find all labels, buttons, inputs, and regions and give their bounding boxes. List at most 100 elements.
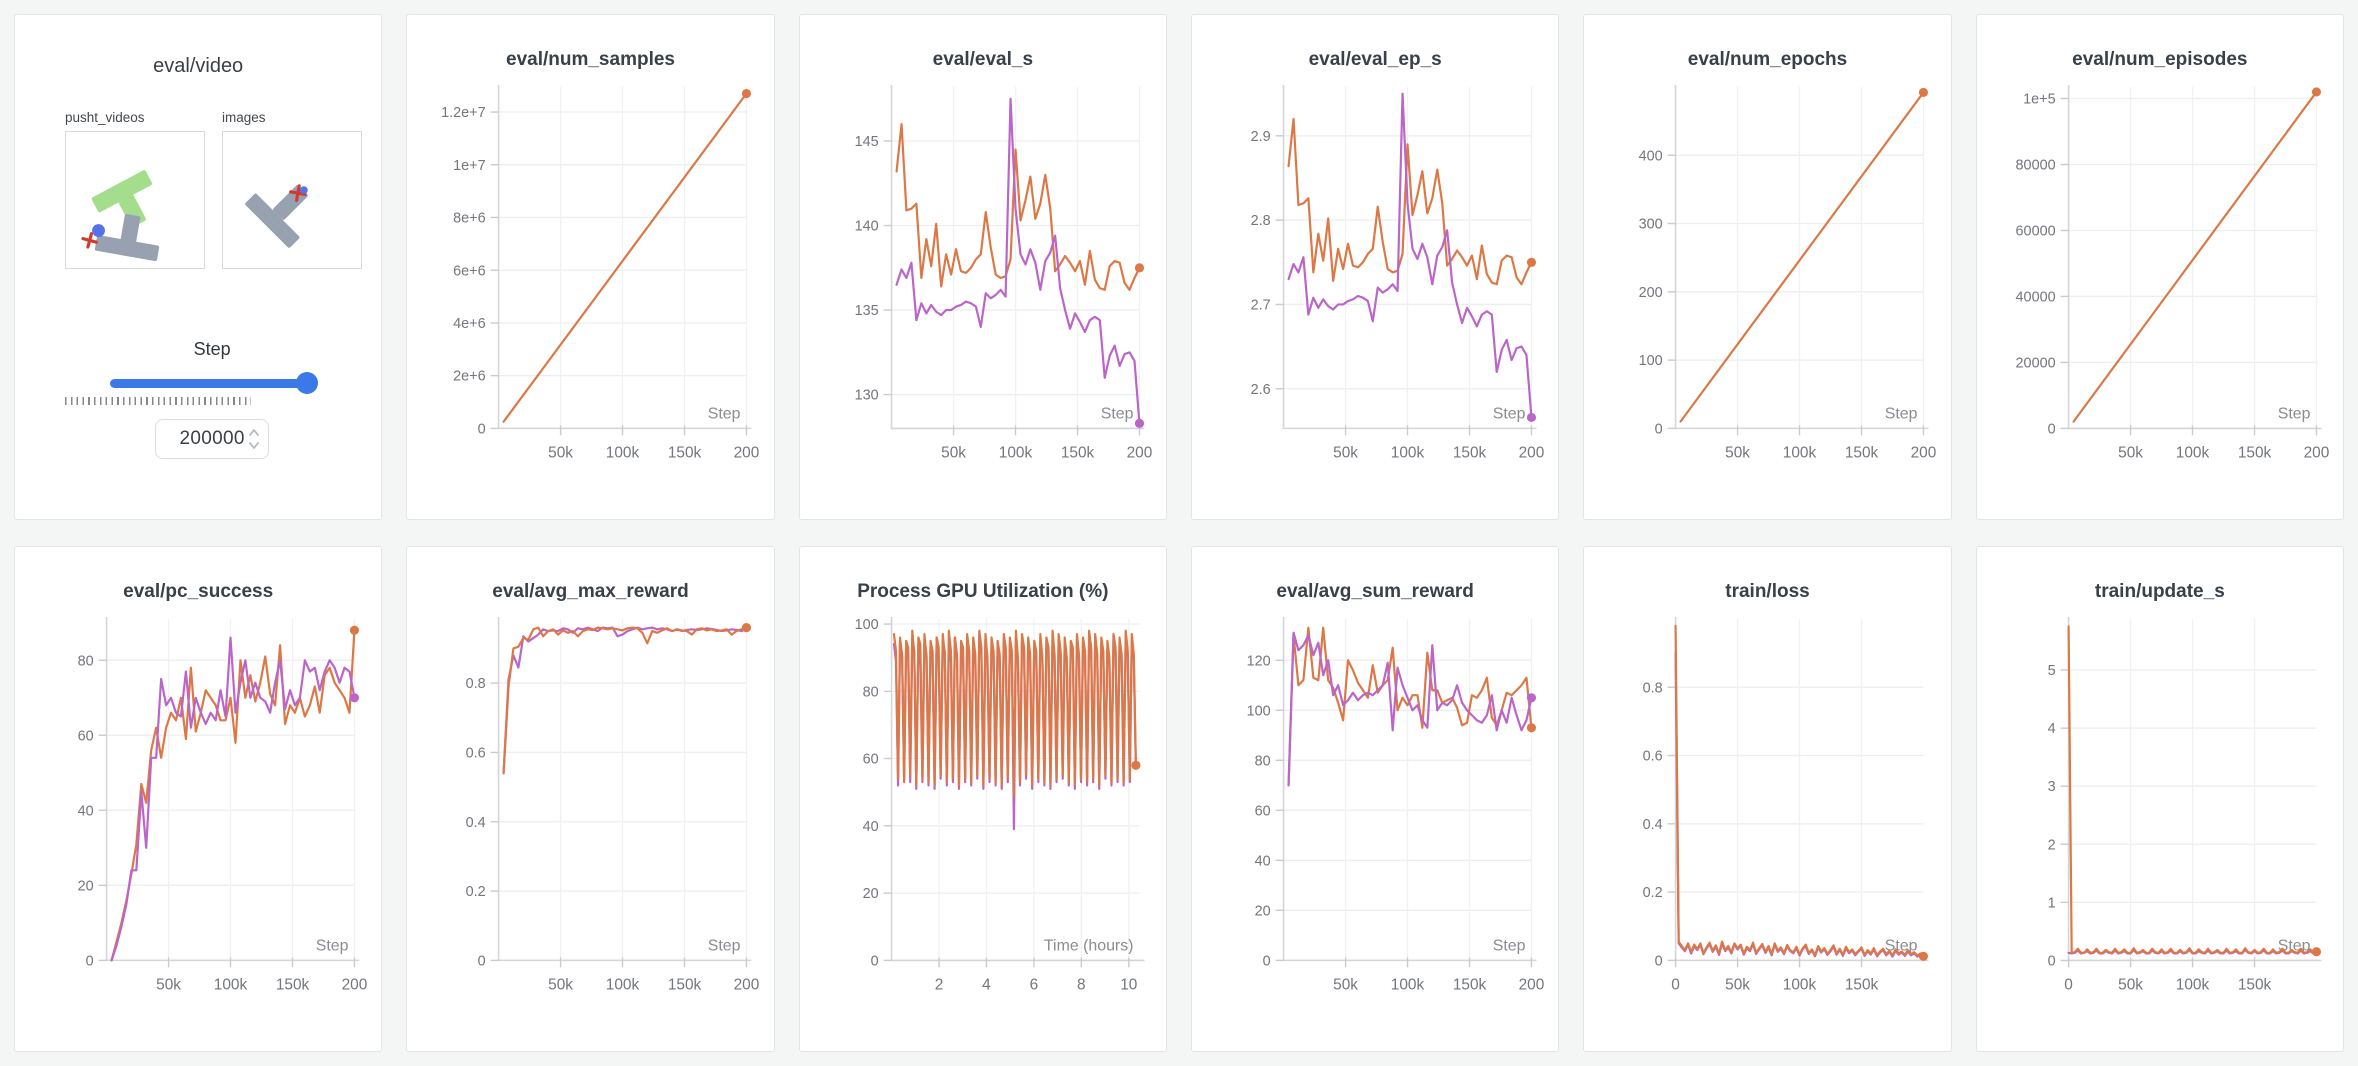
svg-text:2.8: 2.8 (1251, 213, 1271, 229)
panel-title: eval/video (153, 55, 244, 77)
slider-track[interactable] (110, 379, 315, 388)
svg-text:0: 0 (1655, 953, 1663, 969)
svg-text:100: 100 (1639, 353, 1663, 369)
media-row: pusht_videos (65, 110, 381, 269)
chart-eval-num-epochs[interactable]: 0 100 200 300 400 50k 100k 150k 200 Step (1584, 77, 1950, 500)
pusht-image-frame (245, 184, 308, 248)
svg-text:150k: 150k (2237, 444, 2271, 461)
svg-text:0: 0 (2047, 953, 2055, 969)
svg-text:100k: 100k (1783, 444, 1817, 461)
pusht-agent-dot (299, 186, 308, 195)
svg-text:200: 200 (1911, 444, 1937, 461)
chart-process-gpu-utilization[interactable]: 0 20 40 60 80 100 2 4 6 8 10 Time (hours) (800, 609, 1166, 1032)
svg-text:200: 200 (1126, 444, 1152, 461)
panel-eval-eval-s: eval/eval_s 130 135 140 145 50k 100k 150k 200 St… (798, 14, 1167, 520)
chart-eval-num-episodes[interactable]: 0 20000 40000 60000 80000 1e+5 50k 100k 150k 200 S… (1977, 77, 2343, 500)
panel-eval-num-epochs: eval/num_epochs 0 100 200 300 400 50k 100k 150k… (1583, 14, 1952, 520)
svg-text:50k: 50k (549, 976, 574, 993)
svg-text:50k: 50k (1333, 976, 1358, 993)
svg-text:2e+6: 2e+6 (453, 369, 486, 385)
svg-text:4: 4 (982, 976, 991, 993)
svg-text:50k: 50k (2118, 976, 2143, 993)
svg-text:50k: 50k (549, 444, 574, 461)
svg-text:0: 0 (1672, 976, 1681, 993)
media-key-label: images (222, 110, 266, 125)
step-slider[interactable] (110, 372, 319, 394)
svg-text:100k: 100k (2175, 976, 2209, 993)
panel-eval-num-episodes: eval/num_episodes 0 20000 40000 60000 80000 1… (1975, 14, 2344, 520)
step-number-input[interactable]: 200000 (155, 419, 270, 459)
svg-text:2: 2 (2047, 837, 2055, 853)
svg-text:300: 300 (1639, 217, 1663, 233)
chart-eval-pc-success[interactable]: 0 20 40 60 80 50k 100k 150k 200 Step (15, 609, 381, 1032)
svg-text:200: 200 (342, 976, 368, 993)
svg-text:50k: 50k (156, 976, 181, 993)
svg-text:8e+6: 8e+6 (453, 211, 486, 227)
video-thumbnail-pusht-videos[interactable] (65, 131, 205, 269)
slider-tick-marks (65, 397, 251, 405)
panel-eval-pc-success: eval/pc_success 0 20 40 60 80 50k 100k 150k 200 S… (14, 546, 383, 1052)
svg-text:Step: Step (1100, 405, 1133, 422)
svg-text:1e+5: 1e+5 (2023, 92, 2056, 108)
svg-text:130: 130 (854, 388, 878, 404)
svg-text:135: 135 (854, 303, 878, 319)
svg-text:10: 10 (1120, 976, 1137, 993)
svg-text:1: 1 (2047, 895, 2055, 911)
pusht-video-frame (81, 170, 160, 262)
image-thumbnail-images[interactable] (222, 131, 362, 269)
svg-text:150k: 150k (1060, 444, 1094, 461)
chart-title: train/loss (1725, 581, 1810, 602)
svg-text:4e+6: 4e+6 (453, 316, 486, 332)
svg-text:80: 80 (78, 653, 94, 669)
svg-text:60: 60 (1255, 803, 1271, 819)
svg-text:200: 200 (1519, 976, 1545, 993)
svg-text:Step: Step (708, 937, 741, 954)
svg-text:0: 0 (2047, 421, 2055, 437)
svg-text:60000: 60000 (2015, 224, 2055, 240)
svg-text:Step: Step (1493, 937, 1526, 954)
svg-text:20000: 20000 (2015, 355, 2055, 371)
svg-text:100k: 100k (1391, 976, 1425, 993)
svg-text:50k: 50k (1726, 444, 1751, 461)
chart-title: train/update_s (2094, 581, 2225, 602)
chart-title: eval/pc_success (123, 581, 274, 602)
svg-text:Step: Step (1885, 405, 1918, 422)
svg-text:150k: 150k (1453, 976, 1487, 993)
svg-text:200: 200 (1519, 444, 1545, 461)
svg-text:100: 100 (1247, 703, 1271, 719)
chart-eval-eval-s[interactable]: 130 135 140 145 50k 100k 150k 200 Step (800, 77, 1166, 500)
panel-train-update-s: train/update_s 0 1 2 3 4 5 0 50k 100k 150k Step (1975, 546, 2344, 1052)
chart-eval-num-samples[interactable]: 0 2e+6 4e+6 6e+6 8e+6 1e+7 1.2e+7 50k 100k 150k 20… (407, 77, 773, 500)
chart-title: eval/num_samples (506, 49, 675, 70)
slider-thumb[interactable] (296, 372, 319, 394)
svg-text:100k: 100k (998, 444, 1032, 461)
svg-text:150k: 150k (276, 976, 310, 993)
stepper-arrows[interactable] (249, 427, 260, 451)
svg-text:Step: Step (1885, 937, 1918, 954)
pusht-block-t-shape (94, 214, 160, 262)
svg-text:80: 80 (862, 684, 878, 700)
svg-text:50k: 50k (2118, 444, 2143, 461)
svg-text:100k: 100k (214, 976, 248, 993)
svg-text:20: 20 (78, 878, 94, 894)
svg-text:6: 6 (1029, 976, 1038, 993)
svg-text:0.8: 0.8 (466, 676, 486, 692)
chart-eval-eval-ep-s[interactable]: 2.6 2.7 2.8 2.9 50k 100k 150k 200 Step (1192, 77, 1558, 500)
svg-text:0.6: 0.6 (1643, 749, 1663, 765)
panel-process-gpu-utilization: Process GPU Utilization (%) 0 20 40 60 80 100… (798, 546, 1167, 1052)
media-key-label: pusht_videos (65, 110, 145, 125)
svg-text:Step: Step (316, 937, 349, 954)
chart-train-loss[interactable]: 0 0.2 0.4 0.6 0.8 0 50k 100k 150k Step (1584, 609, 1950, 1032)
svg-text:145: 145 (854, 134, 878, 150)
svg-text:100k: 100k (606, 976, 640, 993)
chart-eval-avg-max-reward[interactable]: 0 0.2 0.4 0.6 0.8 50k 100k 150k 200 Step (407, 609, 773, 1032)
svg-text:0.2: 0.2 (1643, 885, 1663, 901)
svg-text:60: 60 (862, 752, 878, 768)
chart-eval-avg-sum-reward[interactable]: 0 20 40 60 80 100 120 50k 100k 150k 200 Step (1192, 609, 1558, 1032)
svg-text:100k: 100k (606, 444, 640, 461)
chart-title: eval/avg_max_reward (492, 581, 689, 602)
svg-text:0.4: 0.4 (466, 815, 486, 831)
svg-text:400: 400 (1639, 148, 1663, 164)
svg-text:0: 0 (1655, 421, 1663, 437)
